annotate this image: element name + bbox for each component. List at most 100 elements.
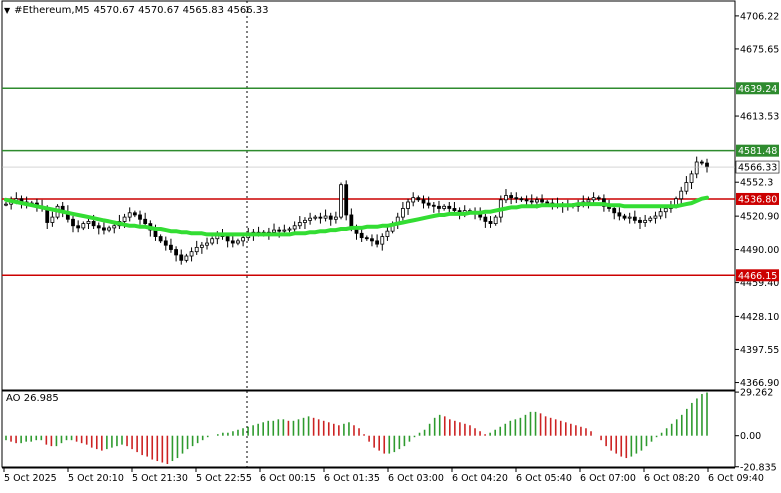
price-tags: 4639.24 4581.48 4536.80 4466.15 4566.33	[2, 82, 780, 282]
candle-body	[596, 197, 601, 200]
candle-body	[617, 212, 622, 217]
candle-body	[679, 190, 684, 200]
candle-body	[225, 236, 230, 242]
candle-body	[76, 225, 81, 229]
candle-body	[112, 225, 117, 229]
triangle-down-icon[interactable]: ▼	[4, 5, 11, 15]
level-price-tag	[736, 82, 779, 95]
candle-body	[586, 199, 591, 203]
candle-body	[205, 242, 209, 246]
horizontal-levels[interactable]	[2, 87, 735, 277]
candle-body	[591, 197, 596, 201]
candle-body	[364, 237, 369, 240]
level-price-tag	[736, 144, 779, 157]
candle-body	[632, 216, 637, 221]
candle-body	[91, 221, 96, 227]
level-price-tag	[736, 269, 779, 282]
candle-body	[359, 232, 364, 239]
candle-body	[648, 217, 653, 221]
candle-body	[308, 217, 313, 221]
time-tick-label: 6 Oct 05:40	[516, 473, 572, 484]
price-axis: 4706.22 4675.65 4613.53 4552.3 4520.90 4490.0…	[735, 11, 779, 473]
ao-pane-frame	[1, 390, 736, 468]
candle-body	[71, 218, 75, 227]
candle-body	[143, 218, 148, 224]
symbol-label: #Ethereum,M5	[14, 4, 90, 16]
candle-body	[272, 229, 276, 233]
ao-tick-label: -20.835	[740, 462, 777, 473]
candle-body	[127, 212, 132, 218]
awesome-oscillator-histogram	[5, 392, 708, 465]
candle-body	[174, 249, 178, 256]
ohlc-values: 4570.67 4570.67 4565.83 4566.33	[93, 4, 269, 16]
candle-body	[339, 184, 343, 218]
candle-body	[107, 227, 111, 231]
candle-body	[400, 208, 405, 218]
candle-body	[431, 204, 436, 207]
time-tick-label: 6 Oct 09:40	[708, 473, 764, 484]
price-tick-label: 4459.40	[740, 278, 779, 289]
time-tick-label: 6 Oct 04:20	[452, 473, 508, 484]
time-tick-label: 6 Oct 00:15	[260, 473, 316, 484]
candle-body	[509, 195, 514, 199]
level-price-tag	[736, 192, 779, 205]
candle-body	[184, 255, 189, 261]
candle-body	[318, 216, 323, 219]
time-tick-label: 5 Oct 20:10	[68, 473, 124, 484]
ao-indicator-label: AO 26.985	[6, 393, 59, 404]
price-tick-label: 4520.90	[740, 212, 779, 223]
candle-body	[545, 201, 550, 204]
candle-body	[504, 195, 508, 201]
candle-body	[199, 244, 204, 248]
level-price-tag-label: 4639.24	[738, 84, 777, 95]
candle-body	[163, 240, 168, 246]
candle-body	[442, 205, 447, 209]
candle-body	[333, 216, 338, 220]
candle-body	[344, 184, 349, 216]
price-tick-label: 4490.00	[740, 245, 779, 256]
candle-body	[122, 216, 127, 222]
time-tick-label: 5 Oct 22:55	[196, 473, 252, 484]
level-price-tag-label: 4466.15	[738, 271, 777, 282]
candle-body	[519, 198, 524, 201]
candle-body	[612, 208, 617, 214]
candle-body	[282, 229, 287, 232]
candle-body	[370, 238, 374, 242]
candle-body	[81, 223, 86, 229]
candle-body	[643, 219, 648, 223]
candle-body	[169, 244, 173, 250]
candle-body	[138, 214, 142, 220]
candle-body	[323, 215, 328, 219]
candle-body	[627, 216, 632, 219]
price-tick-label: 4552.3	[740, 178, 773, 189]
candle-body	[638, 219, 642, 223]
candle-body	[452, 208, 457, 212]
candlestick-series	[4, 156, 709, 265]
candle-body	[50, 216, 55, 223]
price-tick-label: 4366.90	[740, 378, 779, 389]
candle-body	[426, 202, 431, 206]
candle-body	[210, 238, 215, 244]
ao-tick-label: 29.262	[740, 388, 773, 399]
candle-body	[406, 201, 410, 209]
price-tick-label: 4428.10	[740, 312, 779, 323]
grid	[1, 0, 736, 469]
time-tick-label: 6 Oct 08:20	[644, 473, 700, 484]
candle-body	[96, 225, 101, 229]
candle-body	[158, 236, 163, 242]
time-tick-label: 6 Oct 03:00	[388, 473, 444, 484]
ao-tick-label: 0.00	[740, 431, 761, 442]
candle-body	[540, 199, 544, 203]
time-tick-label: 5 Oct 2025	[4, 473, 57, 484]
last-price-tag-label: 4566.33	[738, 163, 777, 174]
candle-body	[529, 200, 534, 203]
candle-body	[303, 219, 307, 223]
candle-body	[416, 197, 421, 201]
candle-body	[189, 251, 194, 257]
time-tick-label: 6 Oct 01:35	[324, 473, 380, 484]
candle-body	[132, 212, 137, 216]
candle-body	[194, 246, 199, 253]
candle-body	[292, 225, 297, 230]
